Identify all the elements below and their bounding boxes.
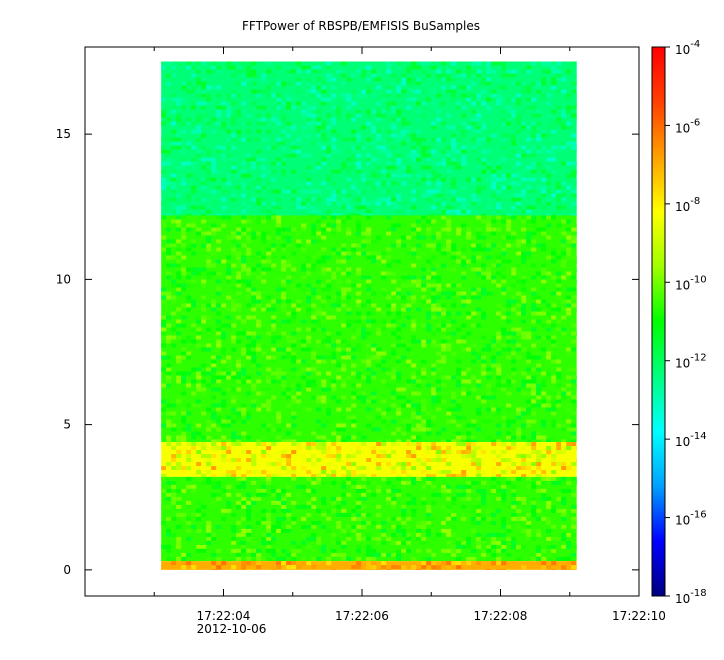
heatmap-band-3 — [161, 442, 577, 477]
x-tick-label: 17:22:06 — [335, 609, 389, 623]
colorbar-tick-label: 10-12 — [675, 353, 707, 371]
heatmap-layer — [161, 62, 577, 570]
chart-title: FFTPower of RBSPB/EMFISIS BuSamples — [242, 19, 480, 33]
colorbar-tick-label: 10-8 — [675, 196, 700, 214]
y-tick-label: 5 — [63, 418, 71, 432]
colorbar-tick-label: 10-4 — [675, 39, 700, 57]
x-tick-label: 17:22:04 — [197, 609, 251, 623]
heatmap-band-4 — [161, 477, 577, 561]
colorbar — [652, 47, 665, 596]
heatmap-band-2 — [161, 215, 577, 442]
x-tick-label: 17:22:10 — [612, 609, 666, 623]
x-tick-date-label: 2012-10-06 — [197, 622, 267, 636]
heatmap-band-1 — [161, 62, 577, 216]
colorbar-axis: 10-4 10-6 10-8 10-10 10-12 10-14 10-16 10-18 — [665, 39, 707, 606]
x-tick-label: 17:22:08 — [474, 609, 528, 623]
heatmap-band-5 — [161, 561, 577, 570]
colorbar-tick-label: 10-10 — [675, 274, 707, 292]
y-tick-label: 15 — [56, 127, 71, 141]
colorbar-tick-label: 10-14 — [675, 431, 707, 449]
y-tick-label: 0 — [63, 563, 71, 577]
colorbar-tick-label: 10-16 — [675, 510, 707, 528]
colorbar-tick-label: 10-6 — [675, 117, 700, 135]
colorbar-tick-label: 10-18 — [675, 588, 707, 606]
y-tick-label: 10 — [56, 272, 71, 286]
